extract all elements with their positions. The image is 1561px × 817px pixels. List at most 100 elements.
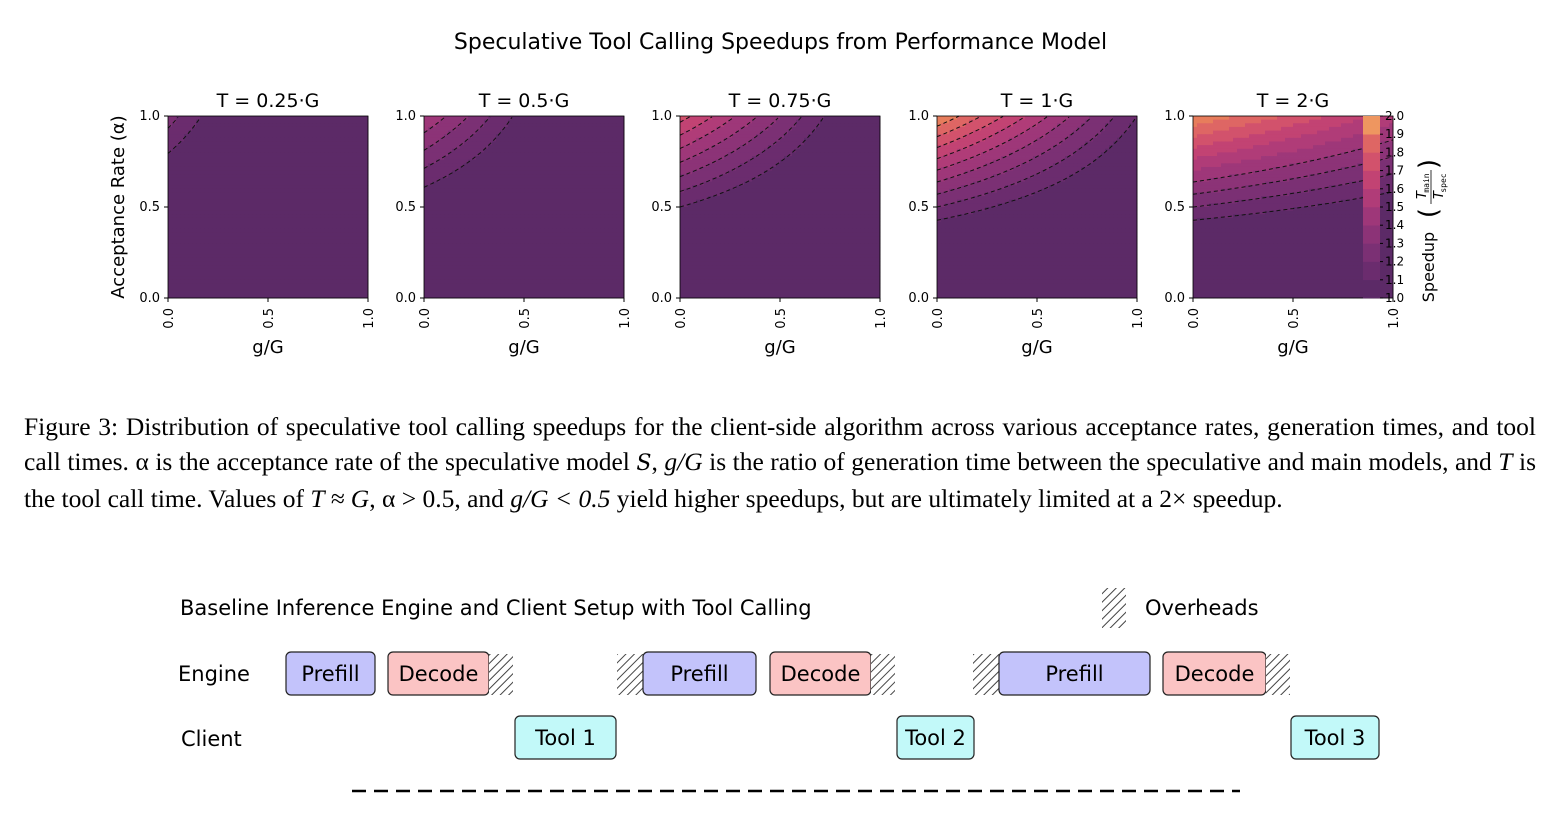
heatmap-cell bbox=[500, 254, 505, 259]
heatmap-cell bbox=[312, 148, 317, 153]
heatmap-cell bbox=[584, 228, 589, 233]
heatmap-cell bbox=[328, 254, 333, 259]
heatmap-cell bbox=[512, 239, 517, 244]
heatmap-cell bbox=[252, 283, 257, 288]
heatmap-cell bbox=[272, 185, 277, 190]
heatmap-cell bbox=[296, 239, 301, 244]
heatmap-cell bbox=[288, 137, 293, 142]
heatmap-cell bbox=[196, 119, 201, 124]
heatmap-cell bbox=[192, 188, 197, 193]
heatmap-cell bbox=[504, 217, 509, 222]
heatmap-cell bbox=[268, 210, 273, 215]
heatmap-cell bbox=[308, 177, 313, 182]
heatmap-cell bbox=[568, 159, 573, 164]
heatmap-cell bbox=[524, 166, 529, 171]
heatmap-cell bbox=[468, 137, 473, 142]
heatmap-cell bbox=[264, 210, 269, 215]
heatmap-cell bbox=[340, 137, 345, 142]
heatmap-cell bbox=[432, 207, 437, 212]
heatmap-cell bbox=[448, 279, 453, 284]
heatmap-cell bbox=[600, 192, 605, 197]
heatmap-cell bbox=[440, 166, 445, 171]
heatmap-cell bbox=[496, 247, 501, 252]
heatmap-cell bbox=[444, 119, 449, 124]
heatmap-cell bbox=[608, 221, 613, 226]
heatmap-cell bbox=[228, 232, 233, 237]
heatmap-cell bbox=[612, 283, 617, 288]
heatmap-cell bbox=[244, 199, 249, 204]
heatmap-cell bbox=[204, 290, 209, 295]
heatmap-cell bbox=[264, 250, 269, 255]
heatmap-cell bbox=[260, 257, 265, 262]
heatmap-cell bbox=[228, 116, 233, 121]
heatmap-cell bbox=[348, 181, 353, 186]
heatmap-cell bbox=[212, 243, 217, 248]
heatmap-cell bbox=[476, 188, 481, 193]
heatmap-cell bbox=[464, 287, 469, 292]
heatmap-cell bbox=[240, 134, 245, 139]
heatmap-cell bbox=[332, 119, 337, 124]
heatmap-cell bbox=[544, 199, 549, 204]
heatmap-cell bbox=[452, 254, 457, 259]
heatmap-cell bbox=[616, 123, 621, 128]
heatmap-cell bbox=[512, 126, 517, 131]
heatmap-cell bbox=[488, 268, 493, 273]
heatmap-cell bbox=[220, 159, 225, 164]
heatmap-cell bbox=[568, 250, 573, 255]
heatmap-cell bbox=[332, 243, 337, 248]
heatmap-cell bbox=[284, 174, 289, 179]
heatmap-cell bbox=[484, 268, 489, 273]
figure-title: Speculative Tool Calling Speedups from P… bbox=[453, 30, 1108, 55]
heatmap-cell bbox=[564, 243, 569, 248]
heatmap-cell bbox=[232, 225, 237, 230]
heatmap-cell bbox=[452, 166, 457, 171]
heatmap-cell bbox=[272, 236, 277, 241]
heatmap-cell bbox=[460, 192, 465, 197]
heatmap-cell bbox=[292, 181, 297, 186]
heatmap-cell bbox=[500, 185, 505, 190]
heatmap-cell bbox=[520, 290, 525, 295]
heatmap-cell bbox=[604, 174, 609, 179]
heatmap-cell bbox=[608, 137, 613, 142]
heatmap-cell bbox=[616, 265, 621, 270]
heatmap-cell bbox=[248, 225, 253, 230]
heatmap-cell bbox=[520, 130, 525, 135]
heatmap-cell bbox=[348, 141, 353, 146]
heatmap-cell bbox=[236, 196, 241, 201]
heatmap-cell bbox=[520, 239, 525, 244]
heatmap-cell bbox=[492, 290, 497, 295]
heatmap-cell bbox=[492, 268, 497, 273]
heatmap-cell bbox=[496, 243, 501, 248]
heatmap-cell bbox=[220, 283, 225, 288]
heatmap-cell bbox=[612, 141, 617, 146]
heatmap-cell bbox=[220, 261, 225, 266]
heatmap-cell bbox=[472, 199, 477, 204]
heatmap-cell bbox=[468, 257, 473, 262]
heatmap-cell bbox=[320, 188, 325, 193]
heatmap-cell bbox=[200, 145, 205, 150]
heatmap-cell bbox=[540, 134, 545, 139]
heatmap-cell bbox=[212, 152, 217, 157]
heatmap-cell bbox=[320, 148, 325, 153]
heatmap-cell bbox=[276, 210, 281, 215]
heatmap-cell bbox=[244, 228, 249, 233]
heatmap-cell bbox=[180, 199, 185, 204]
heatmap-cell bbox=[248, 221, 253, 226]
heatmap-cell bbox=[204, 272, 209, 277]
heatmap-cell bbox=[308, 221, 313, 226]
heatmap-cell bbox=[252, 203, 257, 208]
heatmap-cell bbox=[196, 232, 201, 237]
heatmap-cell bbox=[244, 119, 249, 124]
heatmap-cell bbox=[560, 250, 565, 255]
heatmap-cell bbox=[288, 130, 293, 135]
heatmap-cell bbox=[288, 123, 293, 128]
heatmap-cell bbox=[272, 257, 277, 262]
heatmap-cell bbox=[292, 148, 297, 153]
heatmap-cell bbox=[268, 203, 273, 208]
heatmap-cell bbox=[560, 126, 565, 131]
heatmap-cell bbox=[352, 119, 357, 124]
heatmap-cell bbox=[232, 166, 237, 171]
heatmap-cell bbox=[608, 217, 613, 222]
heatmap-cell bbox=[236, 272, 241, 277]
heatmap-cell bbox=[236, 159, 241, 164]
